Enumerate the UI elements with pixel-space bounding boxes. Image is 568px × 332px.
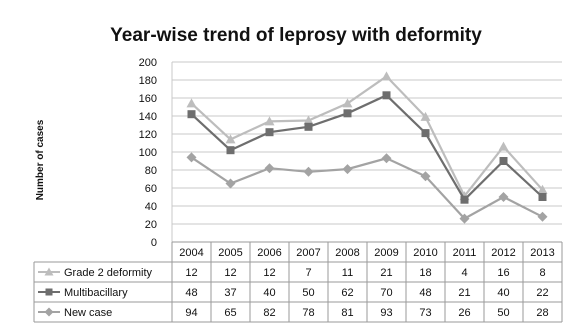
- legend-entry: Grade 2 deformity: [64, 267, 153, 279]
- table-cell: 48: [419, 287, 431, 299]
- table-cell: 28: [536, 307, 548, 319]
- data-point: [186, 98, 197, 108]
- table-cell: 7: [305, 267, 311, 279]
- series-lines: [186, 71, 548, 224]
- y-axis-label: Number of cases: [35, 119, 46, 200]
- table-cell: 21: [458, 287, 470, 299]
- data-point: [226, 146, 235, 155]
- x-tick-label: 2011: [453, 247, 477, 259]
- y-tick-label: 120: [139, 129, 157, 141]
- x-tick-label: 2007: [296, 247, 320, 259]
- data-point: [460, 195, 469, 204]
- data-point: [381, 153, 392, 164]
- table-cell: 16: [497, 267, 509, 279]
- table-cell: 70: [380, 287, 392, 299]
- legend-entry: New case: [64, 307, 112, 319]
- data-point: [342, 164, 353, 175]
- legend-entry: Multibacillary: [64, 287, 128, 299]
- data-point: [420, 111, 431, 121]
- data-point: [537, 184, 548, 194]
- data-point: [382, 91, 391, 100]
- table-cell: 78: [302, 307, 314, 319]
- grid-lines: [171, 61, 562, 243]
- x-tick-label: 2012: [491, 247, 515, 259]
- series-line-triangle: [190, 74, 544, 199]
- legend-key-marker: [44, 267, 54, 276]
- y-tick-label: 80: [145, 165, 157, 177]
- table-cell: 37: [224, 287, 236, 299]
- data-point: [499, 157, 508, 165]
- y-tick-label: 140: [139, 111, 157, 123]
- data-point: [265, 128, 274, 137]
- legend-key-marker: [44, 307, 54, 317]
- y-tick-label: 160: [139, 93, 157, 105]
- x-tick-label: 2006: [257, 247, 281, 259]
- y-tick-label: 200: [139, 57, 157, 69]
- data-point: [421, 129, 430, 138]
- table-cell: 8: [539, 267, 545, 279]
- y-tick-label: 100: [139, 147, 157, 159]
- chart-title: Year-wise trend of leprosy with deformit…: [110, 25, 482, 46]
- data-point: [537, 211, 548, 222]
- table-cell: 4: [461, 267, 467, 279]
- y-tick-label: 180: [139, 75, 157, 87]
- table-cell: 65: [224, 307, 236, 319]
- y-axis-ticks: 0 20 40 60 80 100 120 140 160 180 200: [139, 57, 157, 249]
- table-cell: 50: [302, 287, 314, 299]
- x-tick-label: 2009: [374, 247, 398, 259]
- data-point: [187, 110, 196, 119]
- x-tick-label: 2013: [530, 247, 554, 259]
- data-point: [264, 163, 275, 174]
- data-point: [459, 213, 470, 224]
- table-cell: 11: [342, 267, 353, 279]
- y-tick-label: 20: [145, 219, 157, 231]
- data-point: [342, 98, 353, 108]
- y-tick-label: 0: [151, 237, 157, 249]
- data-point: [498, 141, 509, 151]
- table-cell: 12: [263, 267, 275, 279]
- data-point: [498, 192, 509, 202]
- data-point: [225, 134, 236, 144]
- data-point: [381, 71, 392, 81]
- table-cell: 21: [380, 267, 392, 279]
- x-tick-label: 2005: [218, 247, 242, 259]
- data-table: 2004 2005 2006 2007 2008 2009 2010 2011 2012 2013…: [33, 241, 563, 323]
- table-cell: 22: [536, 287, 548, 299]
- data-point: [225, 178, 236, 189]
- data-point: [303, 166, 314, 177]
- table-cell: 26: [458, 307, 470, 319]
- data-point: [303, 115, 314, 125]
- table-cell: 94: [185, 307, 197, 319]
- table-cell: 48: [185, 287, 197, 299]
- table-cell: 62: [341, 287, 353, 299]
- data-point: [186, 152, 197, 163]
- table-cell: 12: [185, 267, 197, 279]
- series-line-diamond: [190, 156, 543, 220]
- data-point: [538, 193, 547, 201]
- data-point: [343, 109, 352, 118]
- y-tick-label: 40: [145, 201, 157, 213]
- y-tick-label: 60: [145, 183, 157, 195]
- table-cell: 40: [497, 287, 509, 299]
- table-cell: 81: [341, 307, 353, 319]
- table-cell: 40: [263, 287, 275, 299]
- data-point: [420, 171, 431, 182]
- table-cell: 50: [497, 307, 509, 319]
- table-cell: 12: [224, 267, 236, 279]
- x-tick-label: 2004: [179, 247, 203, 259]
- table-cell: 73: [419, 307, 431, 319]
- data-point: [304, 122, 313, 131]
- data-point: [264, 116, 275, 126]
- table-cell: 82: [263, 307, 275, 319]
- legend-key-marker: [45, 288, 53, 296]
- x-tick-label: 2010: [413, 247, 437, 259]
- series-line-square: [190, 93, 544, 202]
- table-cell: 18: [419, 267, 431, 279]
- table-cell: 93: [380, 307, 392, 319]
- x-tick-label: 2008: [335, 247, 359, 259]
